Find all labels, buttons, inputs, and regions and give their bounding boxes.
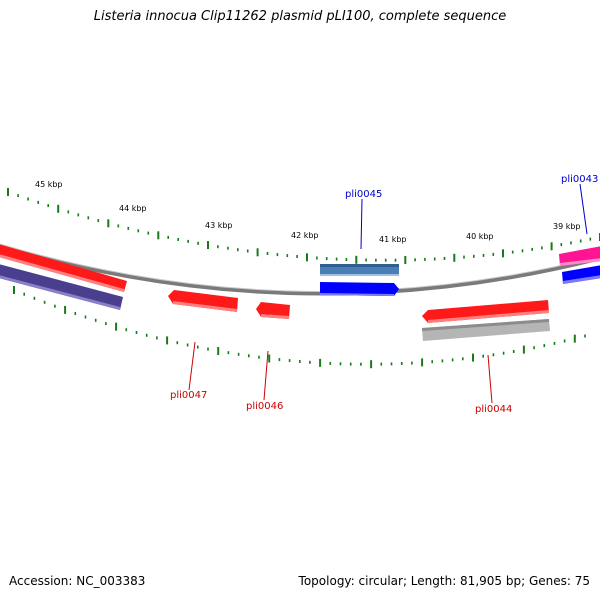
outer-tick-ring <box>7 188 600 264</box>
feature-pli0045[interactable] <box>320 282 399 296</box>
scale-label-42: 42 kbp <box>291 231 319 240</box>
scale-label-44: 44 kbp <box>119 204 147 213</box>
gene-label-pli0043[interactable]: pli0043 <box>561 174 598 185</box>
feature-pli0046[interactable] <box>256 302 290 319</box>
gene-label-pli0045[interactable]: pli0045 <box>345 189 382 200</box>
feature-pli0043-track[interactable] <box>559 246 600 266</box>
leader-pli0043 <box>579 183 588 235</box>
leader-pli0046 <box>263 350 269 401</box>
scale-label-43: 43 kbp <box>205 221 233 230</box>
feature-pli0045-track[interactable] <box>320 264 399 276</box>
scale-label-40: 40 kbp <box>466 232 494 241</box>
map-title: Listeria innocua Clip11262 plasmid pLI10… <box>93 9 507 24</box>
backbone-arc-highlight <box>0 243 600 292</box>
feature-grey[interactable] <box>422 319 550 341</box>
feature-left-navy[interactable] <box>0 263 123 310</box>
topology-text: Topology: circular; Length: 81,905 bp; G… <box>298 574 590 588</box>
feature-pli0044[interactable] <box>422 300 549 323</box>
scale-label-41: 41 kbp <box>379 235 407 244</box>
gene-label-pli0044[interactable]: pli0044 <box>475 404 512 415</box>
accession-text: Accession: NC_003383 <box>9 574 146 588</box>
leader-pli0045 <box>360 198 363 250</box>
scale-label-39: 39 kbp <box>553 222 581 231</box>
feature-pli0043[interactable] <box>562 265 600 284</box>
leader-pli0047 <box>188 341 196 391</box>
backbone-arc <box>0 243 600 296</box>
inner-tick-ring <box>13 286 586 369</box>
gene-label-pli0047[interactable]: pli0047 <box>170 390 207 401</box>
feature-left-red[interactable] <box>0 243 127 292</box>
scale-label-45: 45 kbp <box>35 180 63 189</box>
leader-pli0044 <box>487 354 493 404</box>
feature-pli0047[interactable] <box>168 290 238 312</box>
gene-label-pli0046[interactable]: pli0046 <box>246 401 283 412</box>
